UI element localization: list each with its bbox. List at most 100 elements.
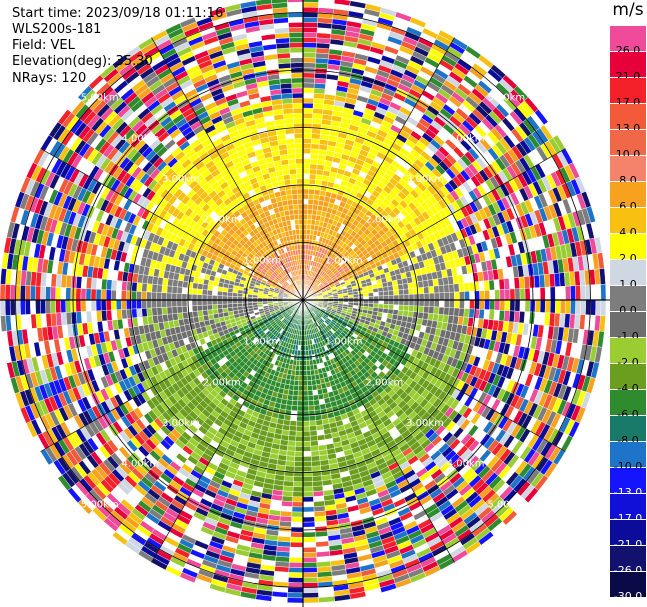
- range-gate: [407, 310, 414, 318]
- range-gate: [463, 282, 470, 292]
- range-gate: [302, 107, 314, 114]
- range-gate: [311, 465, 322, 472]
- range-gate: [302, 52, 317, 59]
- range-gate: [310, 440, 319, 447]
- range-gate: [302, 178, 310, 185]
- range-gate: [289, 556, 304, 563]
- range-gate: [302, 218, 308, 225]
- range-gate: [307, 198, 314, 205]
- range-gate: [428, 286, 435, 294]
- range-gate: [302, 567, 318, 573]
- range-gate: [302, 466, 313, 472]
- range-gate: [498, 278, 505, 290]
- range-gate: [363, 292, 369, 298]
- range-gate: [286, 394, 294, 401]
- range-gate: [291, 501, 304, 508]
- range-gate: [398, 289, 405, 296]
- range-gate: [458, 307, 465, 318]
- range-gate: [302, 572, 318, 578]
- range-gate: [312, 103, 324, 110]
- range-gate: [302, 577, 319, 584]
- range-gate: [479, 290, 486, 301]
- range-gate: [302, 476, 313, 483]
- range-gate: [418, 305, 425, 313]
- range-gate: [464, 291, 470, 301]
- range-gate: [302, 592, 319, 599]
- range-gate: [302, 32, 318, 38]
- range-gate: [305, 355, 310, 361]
- range-gate: [291, 405, 298, 412]
- range-gate: [534, 299, 541, 313]
- range-gate: [313, 98, 325, 105]
- range-gate: [283, 475, 294, 482]
- range-gate: [423, 286, 430, 294]
- range-gate: [418, 287, 425, 295]
- range-gate: [302, 203, 309, 210]
- range-gate: [302, 97, 314, 104]
- range-gate: [302, 486, 314, 493]
- range-gate: [483, 280, 490, 291]
- range-gate: [309, 158, 318, 165]
- range-gate: [291, 516, 304, 523]
- range-gate: [459, 299, 465, 309]
- range-gate: [377, 287, 384, 293]
- range-gate: [286, 399, 293, 406]
- range-gate: [302, 521, 316, 528]
- range-gate: [302, 188, 310, 195]
- range-gate: [298, 375, 304, 382]
- range-gate: [293, 466, 304, 472]
- range-gate: [309, 425, 317, 432]
- range-gate: [305, 360, 311, 366]
- range-gate: [302, 72, 316, 79]
- range-gate: [590, 284, 597, 301]
- range-gate: [311, 379, 317, 386]
- range-gate: [285, 460, 295, 467]
- range-gate: [302, 92, 315, 99]
- range-gate: [302, 551, 317, 558]
- range-gate: [302, 143, 312, 149]
- range-gate: [313, 399, 320, 406]
- range-gate: [305, 350, 310, 356]
- range-gate: [302, 556, 317, 563]
- range-gate: [387, 285, 394, 292]
- range-gate: [580, 299, 587, 316]
- range-gate: [312, 113, 323, 120]
- range-gate: [575, 285, 581, 301]
- range-gate: [302, 501, 315, 508]
- range-gate: [534, 287, 541, 301]
- range-gate: [393, 299, 400, 306]
- range-gate: [292, 390, 299, 397]
- range-gate: [494, 289, 501, 301]
- range-gate: [290, 536, 304, 543]
- range-gate: [398, 294, 405, 301]
- range-gate: [302, 380, 308, 387]
- range-gate: [302, 405, 310, 412]
- range-gate: [297, 390, 304, 397]
- range-gate: [308, 405, 315, 412]
- range-gate: [302, 531, 316, 538]
- range-gate: [302, 37, 317, 44]
- range-gate: [519, 299, 526, 312]
- range-gate: [313, 404, 321, 411]
- range-gate: [282, 485, 294, 492]
- range-gate: [302, 1, 319, 8]
- range-gate: [403, 305, 410, 312]
- range-gate: [313, 194, 320, 201]
- range-gate: [489, 299, 496, 311]
- range-gate: [443, 307, 450, 316]
- range-gate: [372, 287, 379, 293]
- range-gate: [295, 430, 304, 437]
- range-gate: [291, 400, 298, 407]
- range-gate: [544, 286, 551, 301]
- range-gate: [310, 143, 320, 150]
- range-gate: [539, 299, 546, 313]
- range-gate: [599, 268, 606, 285]
- range-gate: [302, 77, 315, 84]
- range-gate: [433, 306, 440, 315]
- range-gate: [302, 193, 309, 200]
- range-gate: [289, 546, 304, 553]
- range-gate: [383, 290, 389, 296]
- range-gate: [302, 6, 319, 13]
- range-gate: [282, 490, 294, 497]
- range-gate: [453, 307, 460, 317]
